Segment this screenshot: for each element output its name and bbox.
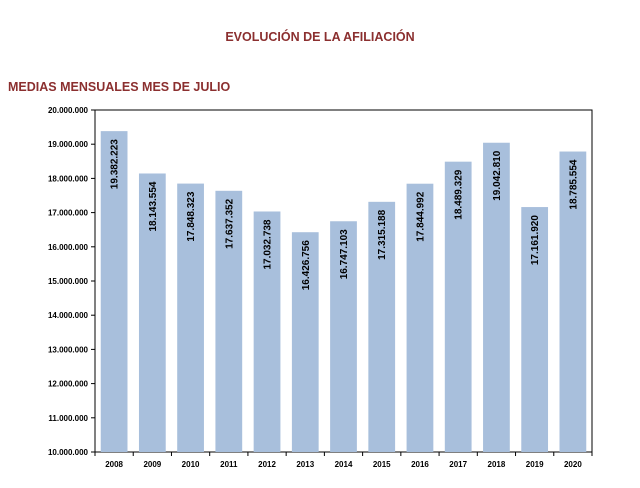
bar <box>330 221 357 452</box>
y-tick-label: 13.000.000 <box>48 345 89 354</box>
data-label: 17.032.738 <box>263 219 274 269</box>
x-tick-label: 2015 <box>373 460 391 469</box>
bar <box>521 207 549 452</box>
y-tick-label: 19.000.000 <box>48 140 89 149</box>
data-label: 18.143.554 <box>148 181 159 231</box>
x-tick-label: 2008 <box>105 460 123 469</box>
y-tick-label: 20.000.000 <box>48 106 89 115</box>
y-tick-label: 16.000.000 <box>48 243 89 252</box>
x-tick-label: 2019 <box>526 460 544 469</box>
chart-subtitle: MEDIAS MENSUALES MES DE JULIO <box>8 80 231 94</box>
y-tick-label: 10.000.000 <box>48 448 89 457</box>
bar <box>483 142 510 452</box>
x-tick-label: 2013 <box>296 460 314 469</box>
y-tick-label: 17.000.000 <box>48 209 89 218</box>
x-tick-label: 2018 <box>488 460 506 469</box>
x-tick-label: 2009 <box>143 460 161 469</box>
data-label: 18.785.554 <box>568 159 579 209</box>
x-tick-label: 2020 <box>564 460 582 469</box>
y-tick-label: 12.000.000 <box>48 380 89 389</box>
x-tick-label: 2012 <box>258 460 276 469</box>
y-tick-label: 14.000.000 <box>48 311 89 320</box>
bar <box>291 232 319 452</box>
bar <box>100 131 128 452</box>
data-label: 17.848.323 <box>186 191 197 241</box>
data-label: 19.042.810 <box>492 150 503 200</box>
x-tick-label: 2014 <box>335 460 353 469</box>
data-label: 16.747.103 <box>339 229 350 279</box>
data-label: 16.426.756 <box>301 240 312 290</box>
bar <box>368 201 396 452</box>
bar <box>138 173 166 452</box>
bar <box>559 151 587 452</box>
y-tick-label: 15.000.000 <box>48 277 89 286</box>
data-label: 18.489.329 <box>454 169 465 219</box>
y-tick-label: 18.000.000 <box>48 174 89 183</box>
bar <box>177 183 204 453</box>
data-label: 17.637.352 <box>224 198 235 248</box>
data-label: 19.382.223 <box>110 139 121 189</box>
y-tick-label: 11.000.000 <box>48 414 88 423</box>
data-label: 17.315.188 <box>377 209 388 259</box>
bar <box>253 211 281 452</box>
bar <box>406 183 434 452</box>
chart-title: EVOLUCIÓN DE LA AFILIACIÓN <box>225 30 415 44</box>
data-label: 17.844.992 <box>415 191 426 241</box>
bar <box>215 190 243 453</box>
bar <box>444 161 472 452</box>
x-tick-label: 2016 <box>411 460 429 469</box>
x-tick-label: 2010 <box>182 460 200 469</box>
x-tick-label: 2017 <box>449 460 467 469</box>
data-label: 17.161.920 <box>530 215 541 265</box>
x-tick-label: 2011 <box>220 460 238 469</box>
